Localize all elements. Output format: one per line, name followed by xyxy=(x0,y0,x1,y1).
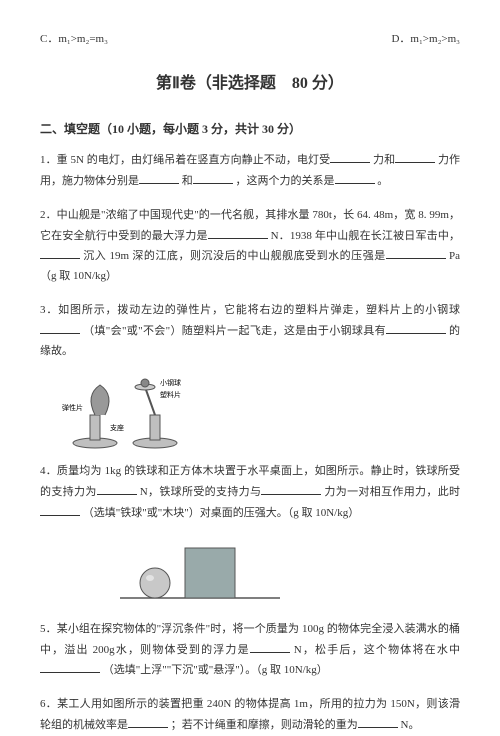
blank xyxy=(193,171,233,184)
figure-q4 xyxy=(120,538,460,608)
q2-text: N．1938 年中山舰在长江被日军击中， xyxy=(271,230,460,242)
q1-text: 。 xyxy=(377,175,388,187)
q1-text: 力和 xyxy=(373,154,395,166)
question-6: 6．某工人用如图所示的装置把重 240N 的物体提高 1m，所用的拉力为 150… xyxy=(40,695,460,736)
q4-text: 力为一对相互作用力，此时 xyxy=(324,486,460,498)
label-ball: 小钢球 xyxy=(160,378,181,387)
blank xyxy=(40,503,80,516)
q4-text: （选填"铁球"或"木块"）对桌面的压强大。（g 取 10N/kg） xyxy=(83,507,359,519)
question-1: 1．重 5N 的电灯，由灯绳吊着在竖直方向静止不动，电灯受 力和 力作用，施力物… xyxy=(40,150,460,192)
label-spring: 弹性片 xyxy=(62,403,83,412)
q5-text: （选填"上浮""下沉"或"悬浮"）。（g 取 10N/kg） xyxy=(103,664,328,676)
blank xyxy=(97,482,137,495)
label-plate: 塑料片 xyxy=(160,390,181,399)
blank xyxy=(40,660,100,673)
blank xyxy=(335,171,375,184)
q2-text: 沉入 19m 深的江底，则沉没后的中山舰舰底受到水的压强是 xyxy=(83,250,385,262)
q6-text: ；若不计绳重和摩擦，则动滑轮的重为 xyxy=(171,719,358,731)
q4-text: N，铁球所受的支持力与 xyxy=(140,486,262,498)
q3-text: 3．如图所示，拨动左边的弹性片，它能将右边的塑料片弹走，塑料片上的小钢球 xyxy=(40,304,460,316)
question-5: 5．某小组在探究物体的"浮沉条件"时，将一个质量为 100g 的物体完全浸入装满… xyxy=(40,620,460,681)
blank xyxy=(40,321,80,334)
question-4: 4．质量均为 1kg 的铁球和正方体木块置于水平桌面上，如图所示。静止时，铁球所… xyxy=(40,462,460,523)
q5-text: N，松手后，这个物体将在水中 xyxy=(294,644,460,656)
blank xyxy=(250,640,290,653)
option-c: C．m₁>m₂=m₃ xyxy=(40,30,108,50)
option-d: D．m₁>m₂>m₃ xyxy=(391,30,460,50)
q3-text: （填"会"或"不会"）随塑料片一起飞走，这是由于小钢球具有 xyxy=(83,325,386,337)
blank xyxy=(208,226,268,239)
q6-text: N。 xyxy=(401,719,420,731)
question-3: 3．如图所示，拨动左边的弹性片，它能将右边的塑料片弹走，塑料片上的小钢球 （填"… xyxy=(40,301,460,361)
blank xyxy=(40,246,80,259)
question-2: 2．中山舰是"浓缩了中国现代史"的一代名舰，其排水量 780t，长 64. 48… xyxy=(40,206,460,287)
figure-q3: 弹性片 支座 小钢球 塑料片 xyxy=(60,375,460,450)
q1-text: 1．重 5N 的电灯，由灯绳吊着在竖直方向静止不动，电灯受 xyxy=(40,154,330,166)
label-base: 支座 xyxy=(110,423,124,432)
blank xyxy=(386,246,446,259)
blank xyxy=(128,715,168,728)
q1-text: ，这两个力的关系是 xyxy=(236,175,335,187)
blank xyxy=(261,482,321,495)
blank xyxy=(386,321,446,334)
q1-text: 和 xyxy=(182,175,193,187)
blank xyxy=(395,150,435,163)
section-title: 第Ⅱ卷（非选择题 80 分） xyxy=(40,70,460,99)
blank xyxy=(358,715,398,728)
blank xyxy=(139,171,179,184)
blank xyxy=(330,150,370,163)
sub-title: 二、填空题（10 小题，每小题 3 分，共计 30 分） xyxy=(40,119,460,141)
